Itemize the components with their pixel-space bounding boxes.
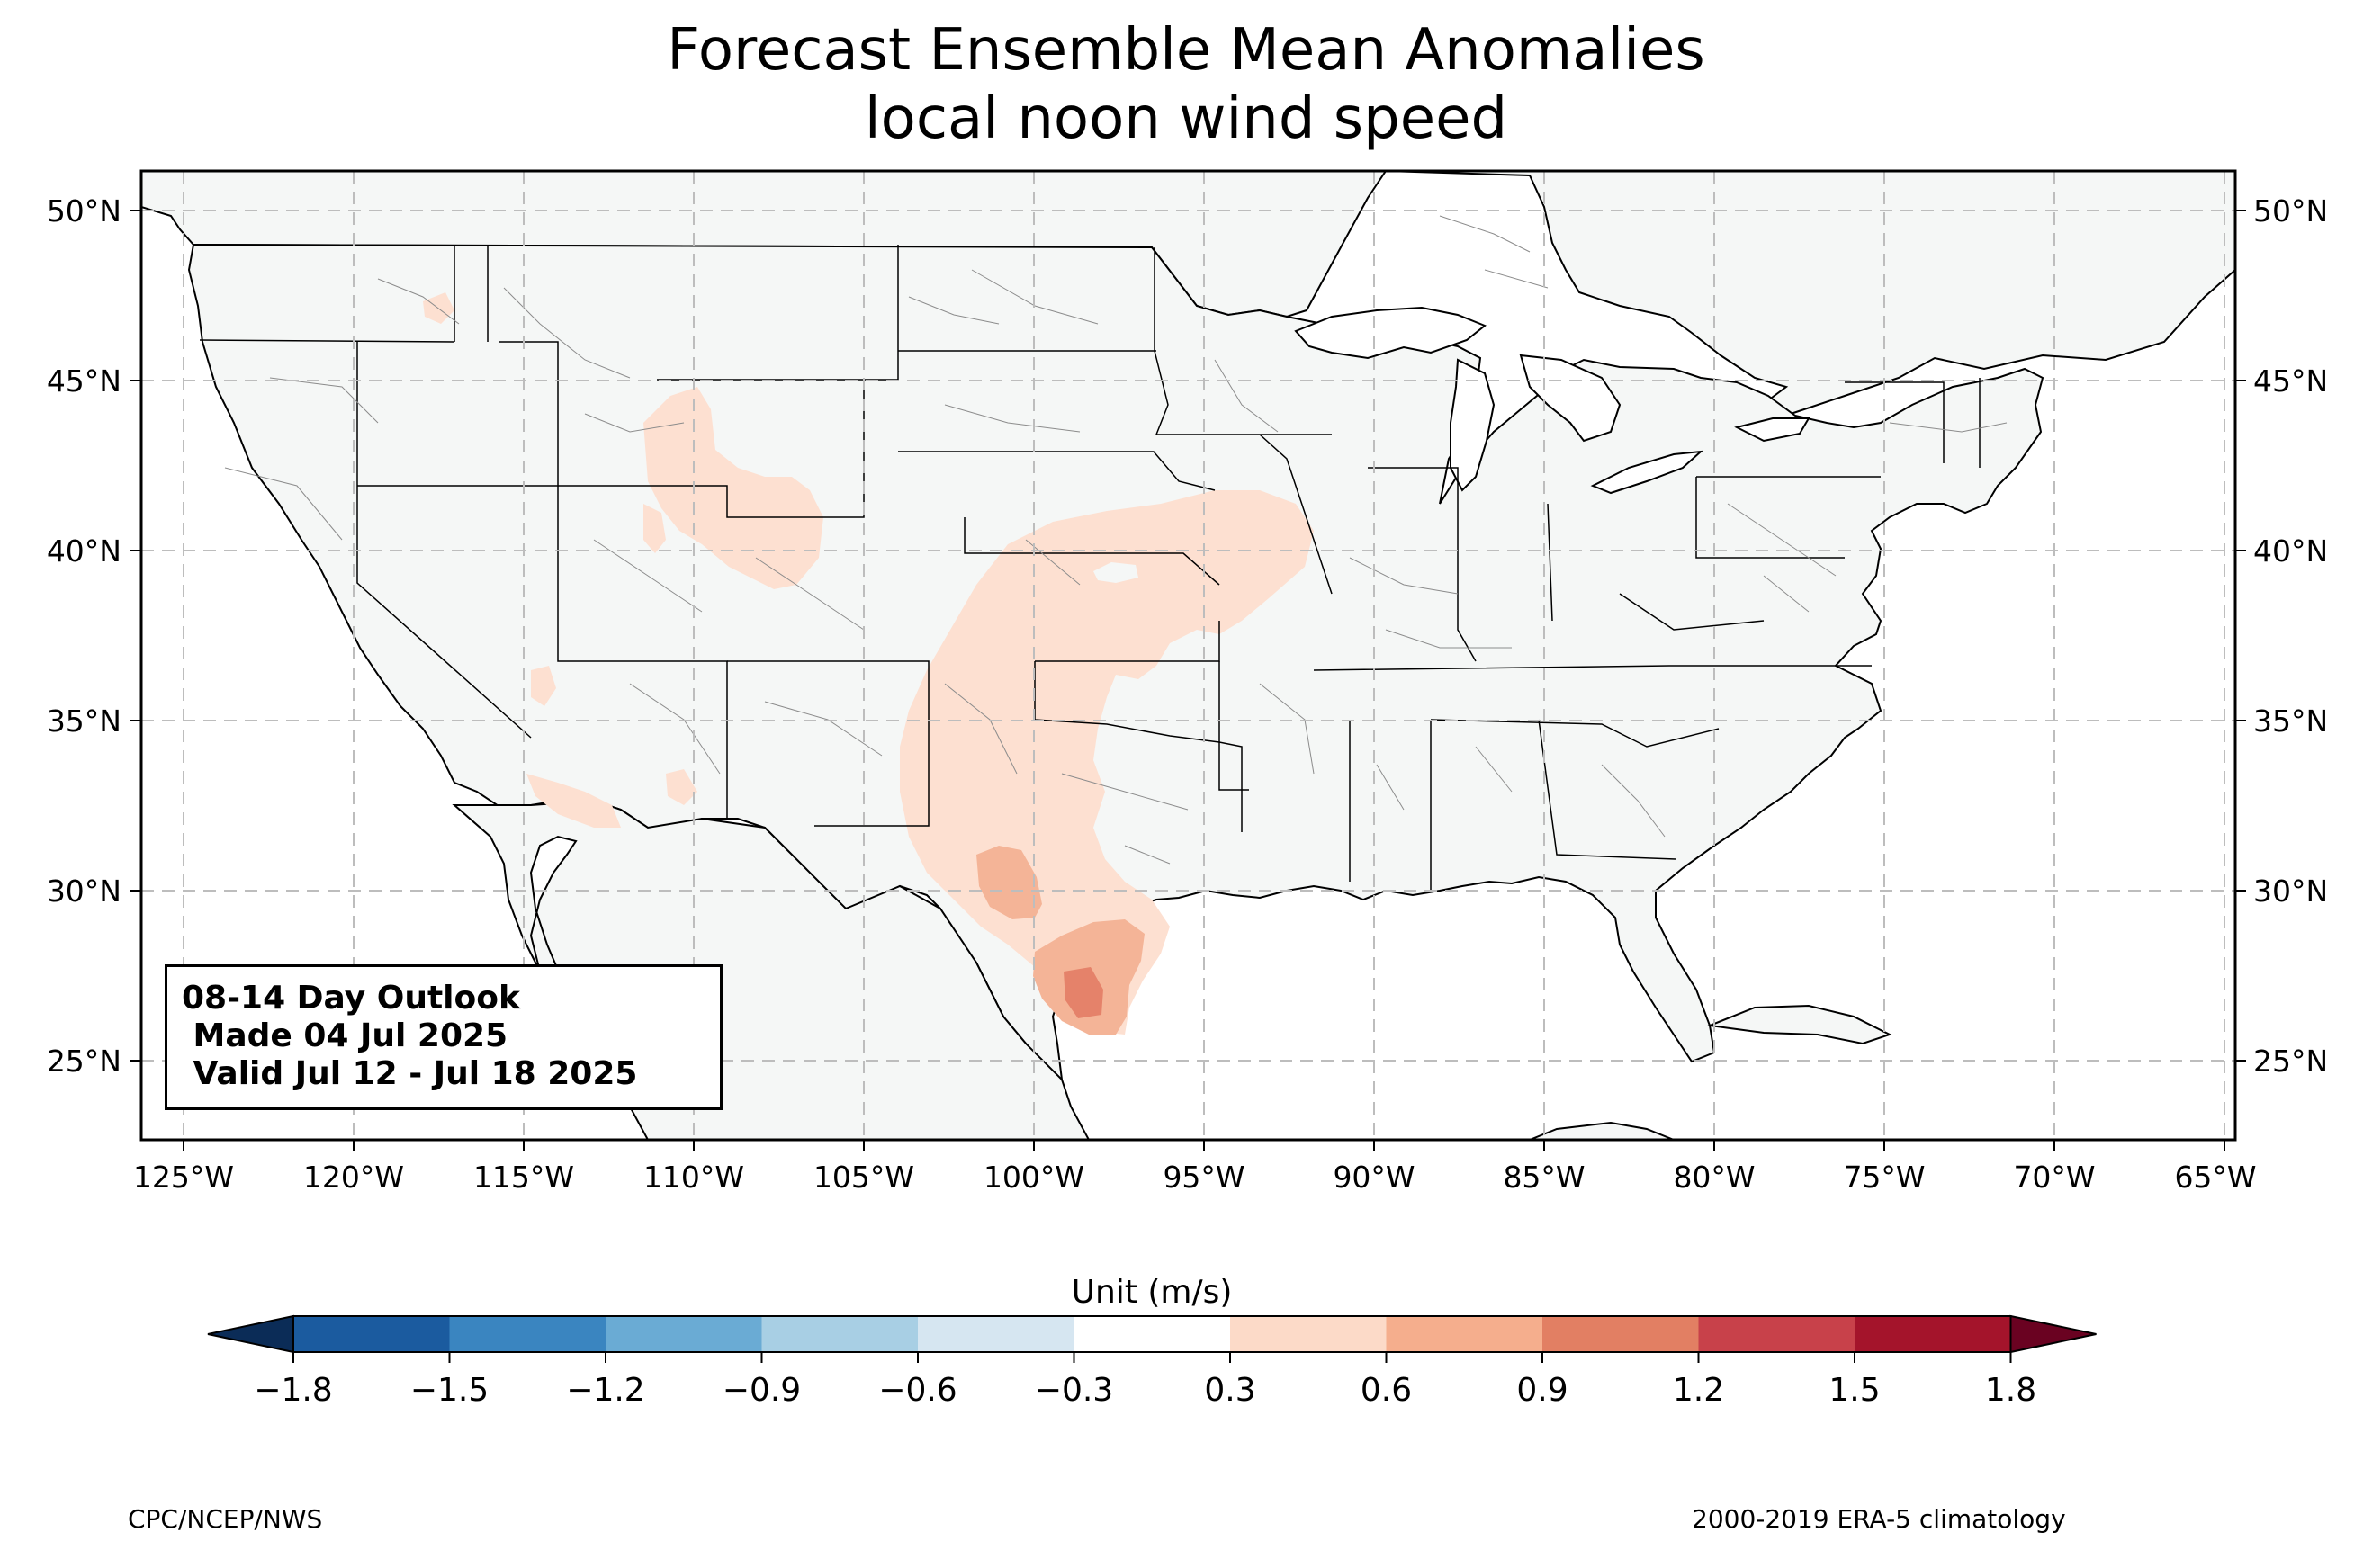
lon-label: 85°W [1503, 1160, 1585, 1195]
colorbar-segment [918, 1316, 1074, 1352]
lake-erie [1590, 450, 1703, 495]
title-line-2: local noon wind speed [864, 85, 1508, 152]
colorbar-tick-label: −1.2 [566, 1372, 644, 1409]
anomaly-region-arizona [526, 774, 621, 828]
colorbar-tick-label: 1.2 [1673, 1372, 1724, 1409]
lon-label: 95°W [1163, 1160, 1244, 1195]
colorbar-over-extend [2009, 1314, 2097, 1354]
footer-right: 2000-2019 ERA-5 climatology [1692, 1504, 2066, 1534]
lat-label: 40°N [2253, 533, 2328, 569]
colorbar-segment [449, 1316, 606, 1352]
colorbar-segment [1230, 1316, 1387, 1352]
anomaly-region-nevada [531, 666, 556, 706]
lat-label: 25°N [47, 1044, 121, 1079]
lake-ontario [1734, 417, 1810, 443]
lat-label: 35°N [47, 703, 121, 739]
lake-superior [1294, 306, 1487, 360]
colorbar-frame [292, 1315, 2012, 1353]
lat-label: 45°N [2253, 363, 2328, 399]
colorbar-tick-label: 0.9 [1516, 1372, 1568, 1409]
outlook-line-1: 08-14 Day Outlook [182, 980, 520, 1017]
colorbar-segment [606, 1316, 762, 1352]
anomaly-region-idaho [643, 504, 666, 553]
outlook-line-3: Valid Jul 12 - Jul 18 2025 [182, 1055, 638, 1092]
map-frame [139, 169, 2237, 1142]
lon-labels: 125°W 120°W 115°W 110°W 105°W 100°W 95°W… [133, 1160, 2257, 1195]
lat-label: 45°N [47, 363, 121, 399]
lat-label: 50°N [47, 193, 121, 228]
cuba-land [1706, 1004, 1892, 1045]
chart-title: Forecast Ensemble Mean Anomalies local n… [0, 16, 2372, 153]
lake-huron [1519, 354, 1622, 443]
lat-labels-right: 50°N 45°N 40°N 35°N 30°N 25°N [2253, 193, 2328, 1079]
colorbar-tick-label: 1.8 [1985, 1372, 2036, 1409]
anomaly-hole [1093, 562, 1138, 583]
lat-label: 35°N [2253, 703, 2328, 739]
colorbar [207, 1314, 2097, 1354]
colorbar-tick-label: −1.8 [254, 1372, 332, 1409]
lat-label: 30°N [47, 874, 121, 909]
lon-label: 70°W [2013, 1160, 2095, 1195]
lon-label: 125°W [133, 1160, 234, 1195]
lat-labels-left: 50°N 45°N 40°N 35°N 30°N 25°N [47, 193, 121, 1079]
lake-michigan [1450, 358, 1496, 492]
colorbar-tick-label: −0.3 [1035, 1372, 1113, 1409]
colorbar-under-extend [207, 1314, 294, 1354]
colorbar-segment [1074, 1316, 1231, 1352]
lon-label: 75°W [1843, 1160, 1925, 1195]
lon-label: 105°W [813, 1160, 914, 1195]
anomaly-region-arizona-2 [666, 769, 697, 805]
title-line-1: Forecast Ensemble Mean Anomalies [667, 17, 1705, 84]
colorbar-tick-label: −0.6 [878, 1372, 957, 1409]
colorbar-segment [1855, 1316, 2011, 1352]
lat-label: 40°N [47, 533, 121, 569]
lon-label: 80°W [1673, 1160, 1755, 1195]
lon-label: 120°W [303, 1160, 404, 1195]
anomaly-region-oregon [423, 292, 454, 324]
anomaly-region-wyoming [643, 387, 823, 589]
colorbar-tick-label: −0.9 [723, 1372, 801, 1409]
colorbar-segment [1542, 1316, 1699, 1352]
colorbar-segment [761, 1316, 919, 1352]
lat-label: 30°N [2253, 874, 2328, 909]
lon-label: 115°W [473, 1160, 574, 1195]
footer-left: CPC/NCEP/NWS [128, 1504, 323, 1534]
colorbar-ticks: −1.8 −1.5 −1.2 −0.9 −0.6 −0.3 0.3 0.6 0.9 1.2 1.5 1… [254, 1352, 2036, 1409]
yucatan-coast [1529, 1121, 1675, 1140]
colorbar-tick-label: 1.5 [1828, 1372, 1880, 1409]
lon-label: 100°W [984, 1160, 1084, 1195]
tick-marks [130, 210, 2246, 1151]
lon-label: 90°W [1333, 1160, 1415, 1195]
colorbar-tick-label: 0.6 [1361, 1372, 1412, 1409]
lat-label: 50°N [2253, 193, 2328, 228]
colorbar-segment [293, 1316, 450, 1352]
lat-label: 25°N [2253, 1044, 2328, 1079]
outlook-line-2: Made 04 Jul 2025 [182, 1017, 508, 1054]
lon-label: 65°W [2174, 1160, 2256, 1195]
colorbar-segment [1698, 1316, 1855, 1352]
anomaly-region-central-texas [976, 846, 1042, 919]
colorbar-tick-label: 0.3 [1204, 1372, 1255, 1409]
lon-label: 110°W [643, 1160, 744, 1195]
colorbar-label: Unit (m/s) [1072, 1274, 1233, 1311]
outlook-box: 08-14 Day Outlook Made 04 Jul 2025 Valid… [165, 964, 723, 1110]
colorbar-tick-label: −1.5 [410, 1372, 489, 1409]
colorbar-segment [1386, 1316, 1543, 1352]
anomaly-region-peak [1064, 967, 1103, 1018]
